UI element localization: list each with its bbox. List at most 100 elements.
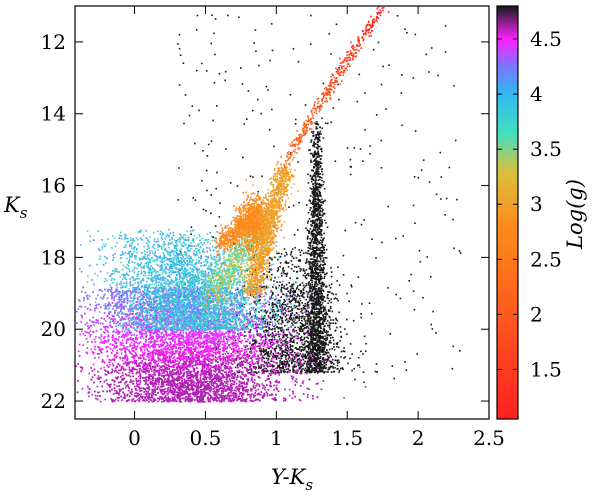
data-point bbox=[313, 142, 316, 144]
data-point bbox=[325, 330, 328, 332]
data-point bbox=[242, 156, 244, 159]
data-point bbox=[313, 348, 315, 351]
data-point bbox=[324, 273, 326, 275]
data-point bbox=[316, 203, 319, 205]
data-point bbox=[311, 180, 313, 183]
data-point bbox=[317, 294, 320, 297]
data-point bbox=[321, 250, 324, 252]
data-point bbox=[314, 137, 317, 139]
data-point bbox=[263, 310, 266, 313]
data-point bbox=[311, 237, 314, 240]
data-point bbox=[292, 369, 294, 372]
data-point bbox=[298, 366, 301, 369]
data-point bbox=[296, 285, 299, 287]
data-point bbox=[313, 254, 316, 257]
data-point bbox=[308, 253, 311, 255]
data-point bbox=[318, 289, 320, 292]
data-point bbox=[285, 335, 288, 337]
data-point bbox=[328, 315, 330, 318]
data-point bbox=[196, 14, 199, 17]
data-point bbox=[211, 14, 213, 16]
data-point bbox=[320, 342, 322, 345]
data-point bbox=[270, 350, 272, 352]
data-point bbox=[285, 260, 287, 263]
data-point bbox=[318, 359, 321, 362]
data-point bbox=[309, 347, 311, 350]
data-point bbox=[202, 208, 205, 211]
data-point bbox=[292, 204, 295, 207]
data-point bbox=[316, 268, 318, 271]
data-point bbox=[315, 246, 318, 248]
data-point bbox=[311, 331, 313, 334]
data-point bbox=[250, 316, 253, 318]
data-point bbox=[266, 351, 268, 354]
data-point bbox=[326, 358, 329, 361]
data-point bbox=[430, 323, 432, 326]
data-point bbox=[251, 273, 254, 276]
data-point bbox=[316, 210, 318, 212]
data-point bbox=[312, 183, 315, 185]
data-point bbox=[316, 171, 319, 173]
data-point bbox=[295, 347, 297, 349]
data-point bbox=[412, 204, 415, 207]
data-point bbox=[317, 123, 319, 126]
data-point bbox=[316, 160, 319, 162]
data-point bbox=[313, 364, 316, 367]
data-point bbox=[322, 322, 324, 325]
data-point bbox=[300, 335, 303, 338]
data-point bbox=[318, 217, 321, 219]
data-point bbox=[321, 201, 324, 203]
data-point bbox=[252, 176, 254, 178]
data-point bbox=[271, 328, 273, 331]
data-point bbox=[320, 177, 323, 179]
data-point bbox=[351, 369, 353, 372]
data-point bbox=[417, 177, 420, 179]
data-point bbox=[318, 311, 321, 313]
data-point bbox=[319, 222, 321, 225]
data-point bbox=[283, 360, 286, 362]
data-point bbox=[315, 165, 318, 167]
data-point bbox=[292, 297, 294, 300]
data-point bbox=[322, 343, 324, 345]
data-point bbox=[218, 73, 221, 75]
data-point bbox=[287, 347, 289, 350]
data-point bbox=[326, 295, 329, 297]
data-point bbox=[214, 53, 216, 56]
data-point bbox=[305, 313, 307, 316]
data-point bbox=[292, 341, 294, 343]
data-point bbox=[270, 360, 272, 362]
data-point bbox=[313, 303, 316, 305]
data-point bbox=[312, 345, 314, 348]
data-point bbox=[320, 295, 322, 298]
data-point bbox=[260, 367, 262, 369]
data-point bbox=[236, 364, 239, 367]
data-point bbox=[313, 263, 316, 266]
data-point bbox=[294, 306, 297, 309]
data-point bbox=[320, 367, 323, 370]
data-point bbox=[420, 169, 423, 171]
data-point bbox=[264, 339, 267, 342]
data-point bbox=[323, 365, 326, 367]
data-point bbox=[310, 300, 313, 302]
data-point bbox=[329, 339, 331, 342]
data-point bbox=[317, 308, 320, 310]
data-point bbox=[364, 350, 367, 352]
data-point bbox=[336, 342, 338, 344]
data-point bbox=[337, 266, 339, 268]
data-point bbox=[309, 358, 312, 361]
data-point bbox=[320, 243, 323, 245]
data-point bbox=[319, 338, 321, 341]
data-point bbox=[319, 193, 321, 196]
data-point bbox=[306, 293, 309, 296]
data-point bbox=[304, 367, 307, 370]
data-point bbox=[286, 344, 288, 347]
data-point bbox=[360, 316, 362, 319]
data-point bbox=[290, 314, 293, 317]
data-point bbox=[279, 255, 282, 258]
data-point bbox=[316, 260, 318, 263]
data-point bbox=[317, 275, 319, 277]
data-point bbox=[309, 206, 312, 209]
data-point bbox=[311, 271, 314, 273]
data-point bbox=[301, 343, 304, 346]
